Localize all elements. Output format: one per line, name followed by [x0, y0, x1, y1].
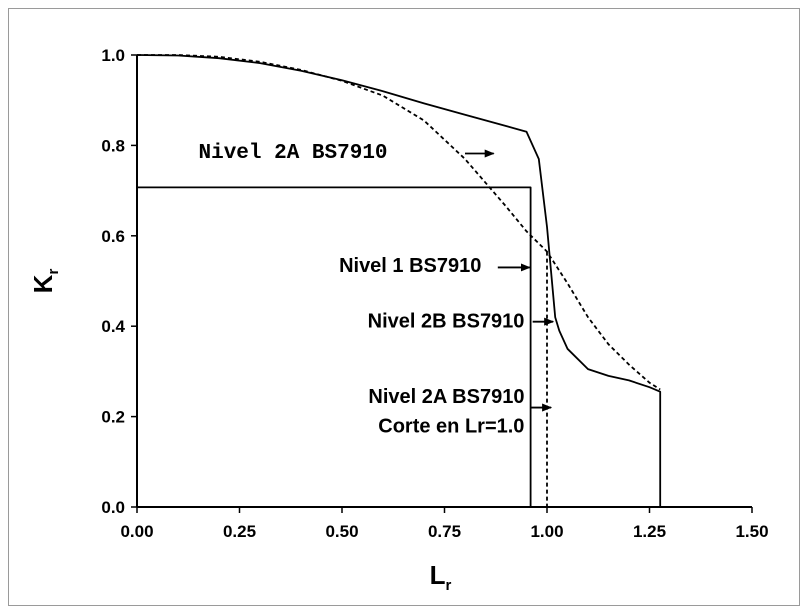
annotation-layer: Nivel 2A BS7910 Nivel 1 BS7910 Nivel 2B BS… — [199, 142, 555, 437]
annotation-label-2: Nivel 1 BS7910 — [339, 255, 481, 277]
y-tick-label: 1.0 — [101, 46, 125, 65]
y-tick-label: 0.0 — [101, 498, 125, 517]
annotation-label-5: Corte en Lr=1.0 — [378, 415, 524, 437]
annotation-label-4: Nivel 2A BS7910 — [368, 386, 524, 408]
x-tick-label: 1.00 — [530, 522, 563, 541]
y-tick-label: 0.8 — [101, 136, 125, 155]
x-tick-label: 1.25 — [633, 522, 666, 541]
y-axis-title: Kr — [28, 269, 62, 294]
annotation-label-1: Nivel 2A BS7910 — [199, 142, 388, 165]
annotation-label-3: Nivel 2B BS7910 — [368, 311, 525, 333]
x-tick-label: 0.00 — [120, 522, 153, 541]
x-tick-label: 1.50 — [735, 522, 768, 541]
x-axis-title: Lr — [430, 560, 452, 594]
x-tick-label: 0.50 — [325, 522, 358, 541]
y-tick-label: 0.6 — [101, 227, 125, 246]
y-tick-label: 0.2 — [101, 408, 125, 427]
x-tick-label: 0.75 — [428, 522, 461, 541]
x-tick-label: 0.25 — [223, 522, 256, 541]
series-layer — [136, 54, 662, 507]
series-line-2 — [136, 54, 662, 507]
series-line-3 — [137, 54, 661, 391]
axes: 0.00 0.25 0.50 0.75 1.00 1.25 1.50 0.0 0.2 0.4 0.6… — [101, 46, 768, 541]
series-line-1 — [137, 186, 532, 507]
y-tick-label: 0.4 — [101, 317, 125, 336]
